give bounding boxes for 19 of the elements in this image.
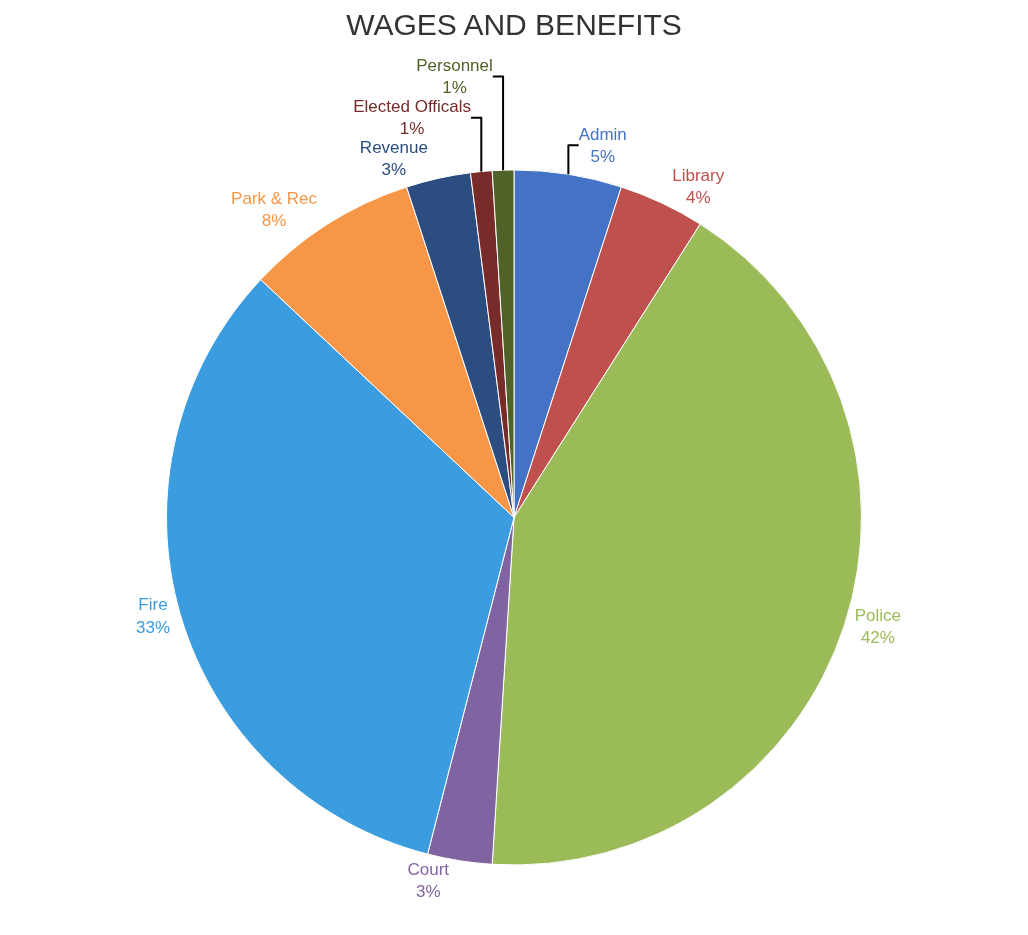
slice-label: Park & Rec [231, 188, 318, 208]
data-label: 3% [416, 882, 441, 902]
slice-label: Fire [138, 595, 168, 615]
data-label: 42% [860, 628, 895, 648]
slice-label: Library [672, 165, 725, 185]
data-label: 8% [261, 211, 287, 230]
data-label: 1% [442, 78, 467, 98]
slice-label: Admin [578, 124, 627, 144]
slice-label: Court [407, 860, 450, 880]
data-label: 1% [399, 119, 425, 139]
data-label: 4% [685, 187, 711, 207]
slice-label: Personnel [416, 56, 493, 76]
slice-label: Elected Officals [353, 97, 472, 117]
slice-label: Police [854, 606, 902, 626]
slice-label: Revenue [359, 138, 428, 158]
chart-title: WAGES AND BENEFITS [346, 8, 682, 42]
data-label: 3% [381, 160, 407, 180]
data-label: 33% [135, 617, 171, 637]
data-label: 5% [590, 146, 616, 166]
